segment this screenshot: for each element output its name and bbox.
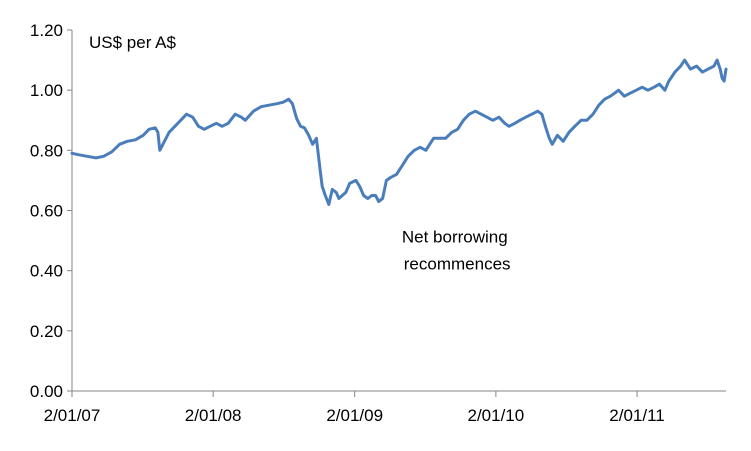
x-tick-label: 2/01/08	[185, 406, 242, 425]
series-line	[70, 58, 728, 206]
y-tick-label: 1.20	[30, 21, 63, 40]
x-tick-label: 2/01/11	[609, 406, 664, 425]
y-tick-label: 0.40	[30, 262, 63, 281]
y-tick-label: 0.00	[30, 382, 63, 401]
unit-label: US$ per A$	[89, 33, 176, 52]
y-axis: 0.00 0.20 0.40 0.60 0.80 1.00 1.20	[30, 21, 73, 401]
series-group	[70, 58, 728, 206]
x-tick-label: 2/01/09	[326, 406, 383, 425]
y-tick-label: 0.80	[30, 141, 63, 160]
y-tick-label: 0.20	[30, 322, 63, 341]
x-tick-label: 2/01/07	[44, 406, 101, 425]
y-tick-label: 1.00	[30, 81, 63, 100]
annotation-line: recommences	[404, 254, 511, 273]
x-tick-label: 2/01/10	[468, 406, 525, 425]
annotation-text: Net borrowing recommences	[402, 227, 513, 273]
annotation-line: Net borrowing	[402, 227, 508, 246]
y-tick-label: 0.60	[30, 202, 63, 221]
x-axis: 2/01/07 2/01/08 2/01/09 2/01/10 2/01/11	[44, 390, 726, 425]
